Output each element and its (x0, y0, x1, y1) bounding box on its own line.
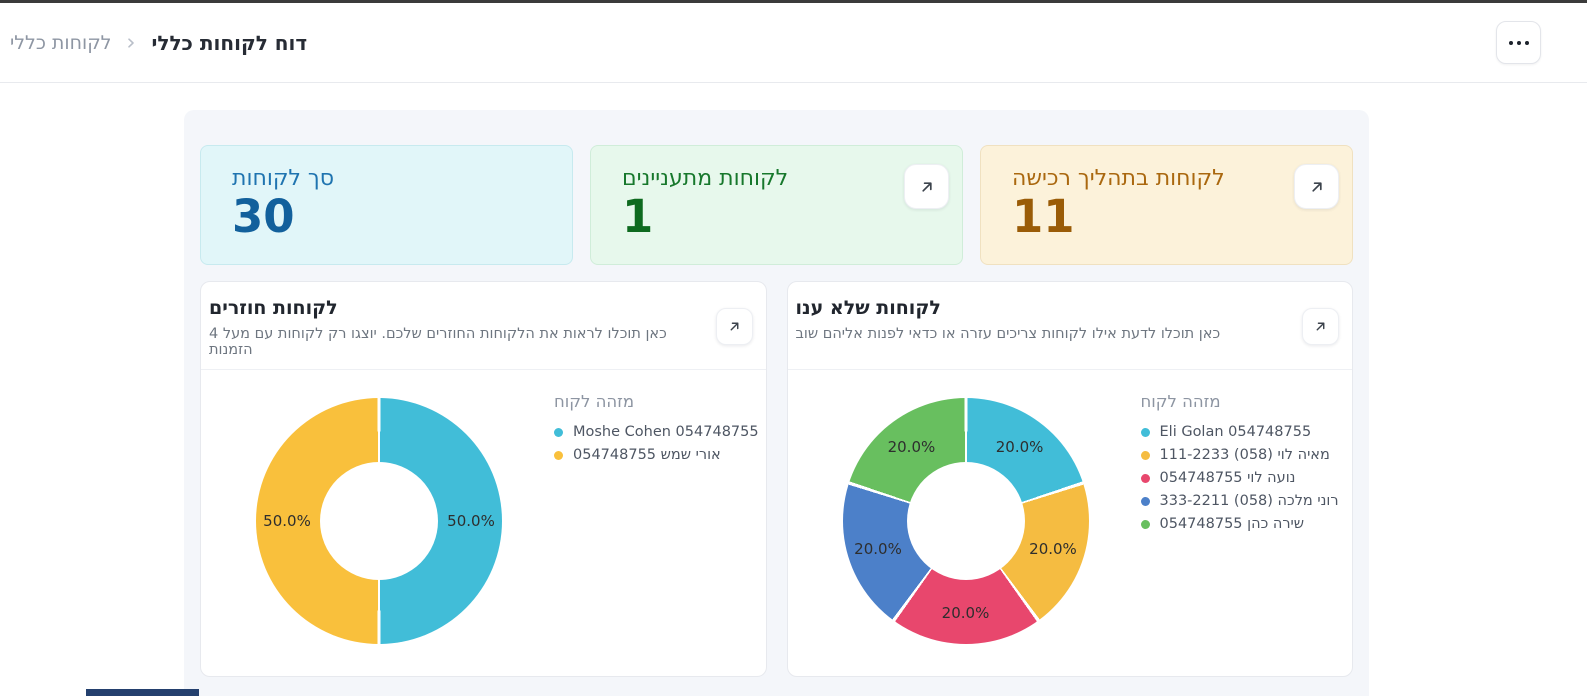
charts-row: לקוחות חוזרים כאן תוכלו לראות את הלקוחות… (200, 281, 1353, 677)
window-top-edge (0, 0, 1587, 3)
chart-card-returning-customers: לקוחות חוזרים כאן תוכלו לראות את הלקוחות… (200, 281, 767, 677)
chart-title: לקוחות שלא ענו (795, 297, 941, 319)
legend-label: Eli Golan 054748755 (1159, 424, 1312, 440)
breadcrumb-parent[interactable]: לקוחות כללי (10, 31, 112, 54)
legend-item[interactable]: אורי שמש 054748755 (554, 447, 764, 463)
expand-button[interactable] (1294, 164, 1339, 209)
expand-button[interactable] (1302, 308, 1339, 345)
legend-label: אורי שמש 054748755 (573, 447, 721, 463)
chart-legend: מזהה לקוח Moshe Cohen 054748755 אורי שמש … (554, 392, 764, 470)
ellipsis-icon (1508, 40, 1513, 45)
slice-percent-label: 20.0% (995, 437, 1044, 456)
arrow-up-right-icon (730, 322, 738, 331)
slice-percent-label: 20.0% (1029, 540, 1077, 559)
more-options-button[interactable] (1496, 21, 1541, 64)
legend-color-dot (1140, 473, 1150, 483)
legend-list: Eli Golan 054748755 מאיה לוי (058) 111-22… (1140, 424, 1351, 532)
expand-button[interactable] (715, 308, 753, 345)
breadcrumb-current: דוח לקוחות כללי (151, 30, 308, 55)
app-header: דוח לקוחות כללי לקוחות כללי (0, 3, 1587, 83)
legend-list: Moshe Cohen 054748755 אורי שמש 054748755 (554, 424, 764, 463)
legend-item[interactable]: Moshe Cohen 054748755 (554, 424, 764, 440)
donut-chart[interactable]: 20.0% 20.0% 20.0% 20.0% 20.0% (842, 398, 1089, 644)
chart-body: 20.0% 20.0% 20.0% 20.0% 20.0% מזהה לקוח Eli … (788, 370, 1353, 644)
arrow-up-right-icon (1311, 181, 1322, 192)
kpi-row: סך לקוחות 30 לקוחות מתעניינים 1 לקוחות ב… (200, 145, 1353, 265)
legend-color-dot (554, 427, 563, 437)
legend-title: מזהה לקוח (554, 392, 635, 411)
chart-header: לקוחות חוזרים כאן תוכלו לראות את הלקוחות… (201, 282, 766, 370)
legend-item[interactable]: Eli Golan 054748755 (1140, 424, 1351, 440)
legend-color-dot (1140, 450, 1150, 460)
kpi-title: לקוחות מתעניינים (622, 166, 789, 191)
legend-color-dot (1140, 519, 1150, 529)
legend-label: רוני מלכה (058) 333-2211 (1159, 493, 1339, 509)
chart-title: לקוחות חוזרים (209, 297, 338, 319)
dashboard-panel: סך לקוחות 30 לקוחות מתעניינים 1 לקוחות ב… (184, 110, 1369, 696)
kpi-card-purchase-process-customers: לקוחות בתהליך רכישה 11 (980, 145, 1353, 265)
chevron-right-icon (123, 35, 139, 51)
kpi-title: לקוחות בתהליך רכישה (1012, 166, 1225, 191)
arrow-up-right-icon (1316, 322, 1325, 331)
legend-label: מאיה לוי (058) 111-2233 (1159, 447, 1330, 463)
donut-chart[interactable]: 50.0% 50.0% (256, 398, 502, 644)
kpi-value: 30 (232, 190, 295, 244)
legend-item[interactable]: רוני מלכה (058) 333-2211 (1140, 493, 1351, 509)
slice-percent-label: 50.0% (263, 512, 311, 530)
chart-body: 50.0% 50.0% מזהה לקוח Moshe Cohen 0547487… (201, 370, 766, 644)
chart-legend: מזהה לקוח Eli Golan 054748755 מאיה לוי (0… (1140, 392, 1351, 539)
breadcrumb: דוח לקוחות כללי לקוחות כללי (10, 31, 307, 55)
kpi-value: 11 (1012, 190, 1075, 244)
kpi-value: 1 (622, 190, 654, 244)
slice-percent-label: 20.0% (854, 540, 902, 559)
kpi-card-total-customers: סך לקוחות 30 (200, 145, 573, 265)
legend-label: Moshe Cohen 054748755 (573, 424, 759, 440)
legend-color-dot (1140, 496, 1150, 506)
legend-item[interactable]: שירה כהן 054748755 (1140, 516, 1351, 532)
kpi-title: סך לקוחות (232, 166, 335, 191)
slice-percent-label: 20.0% (941, 604, 990, 622)
legend-label: נועה לוי 054748755 (1159, 470, 1296, 486)
legend-color-dot (554, 450, 563, 460)
arrow-up-right-icon (921, 181, 932, 192)
slice-percent-label: 50.0% (447, 512, 495, 530)
chart-subtitle: כאן תוכלו לדעת אילו לקוחות צריכים עזרה א… (795, 326, 1221, 342)
legend-item[interactable]: מאיה לוי (058) 111-2233 (1140, 447, 1351, 463)
kpi-card-interested-customers: לקוחות מתעניינים 1 (590, 145, 963, 265)
chart-header: לקוחות שלא ענו כאן תוכלו לדעת אילו לקוחו… (787, 282, 1352, 370)
legend-title: מזהה לקוח (1140, 392, 1221, 411)
chart-subtitle: כאן תוכלו לראות את הלקוחות החוזרים שלכם.… (209, 326, 667, 358)
legend-item[interactable]: נועה לוי 054748755 (1140, 470, 1351, 486)
partially-visible-element (86, 689, 199, 696)
legend-label: שירה כהן 054748755 (1159, 516, 1305, 532)
legend-color-dot (1140, 427, 1150, 437)
slice-percent-label: 20.0% (887, 437, 936, 456)
expand-button[interactable] (904, 164, 949, 209)
chart-card-unanswered-customers: לקוחות שלא ענו כאן תוכלו לדעת אילו לקוחו… (786, 281, 1353, 677)
